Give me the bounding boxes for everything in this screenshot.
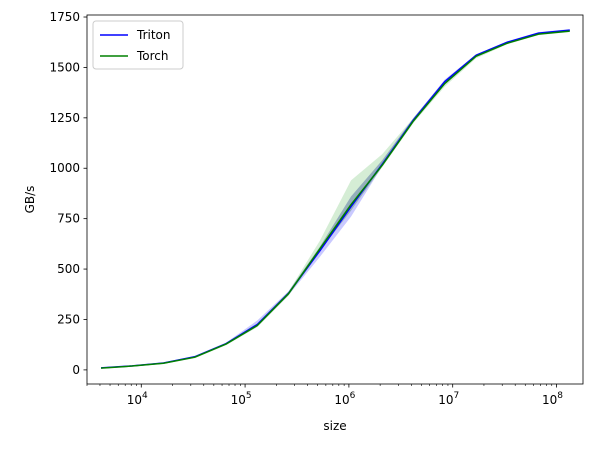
y-tick-label: 1000 bbox=[49, 161, 80, 175]
x-tick-base: 10 bbox=[231, 393, 246, 407]
x-tick-label: 107 bbox=[438, 391, 459, 407]
y-axis-label: GB/s bbox=[23, 186, 37, 214]
y-tick-label: 1500 bbox=[49, 60, 80, 74]
x-tick-exponent: 6 bbox=[350, 391, 356, 401]
x-tick-exponent: 7 bbox=[453, 391, 459, 401]
x-tick-label: 106 bbox=[334, 391, 355, 407]
y-tick-label: 0 bbox=[72, 363, 80, 377]
plot-frame bbox=[86, 14, 584, 385]
legend-box bbox=[92, 20, 184, 70]
x-axis-label: size bbox=[323, 419, 346, 433]
legend-label-torch: Torch bbox=[136, 49, 169, 63]
y-tick-label: 250 bbox=[57, 312, 80, 326]
legend: Triton Torch bbox=[92, 20, 184, 70]
y-tick-label: 1250 bbox=[49, 111, 80, 125]
legend-label-triton: Triton bbox=[136, 28, 171, 42]
y-axis-ticks: 0 250 500 750 1000 1250 1500 1750 bbox=[49, 10, 87, 377]
y-tick-label: 1750 bbox=[49, 10, 80, 24]
y-tick-label: 750 bbox=[57, 212, 80, 226]
x-tick-exponent: 4 bbox=[142, 391, 148, 401]
x-tick-label: 105 bbox=[231, 391, 252, 407]
x-axis-ticks: 104 105 106 107 108 bbox=[86, 384, 563, 407]
series-lines bbox=[100, 29, 570, 369]
x-tick-exponent: 5 bbox=[246, 391, 252, 401]
x-tick-label: 108 bbox=[542, 391, 563, 407]
series-line-torch bbox=[100, 30, 570, 369]
x-tick-base: 10 bbox=[542, 393, 557, 407]
x-tick-label: 104 bbox=[127, 391, 148, 407]
x-tick-base: 10 bbox=[334, 393, 349, 407]
x-tick-base: 10 bbox=[127, 393, 142, 407]
x-tick-exponent: 8 bbox=[557, 391, 563, 401]
y-tick-label: 500 bbox=[57, 262, 80, 276]
x-tick-base: 10 bbox=[438, 393, 453, 407]
